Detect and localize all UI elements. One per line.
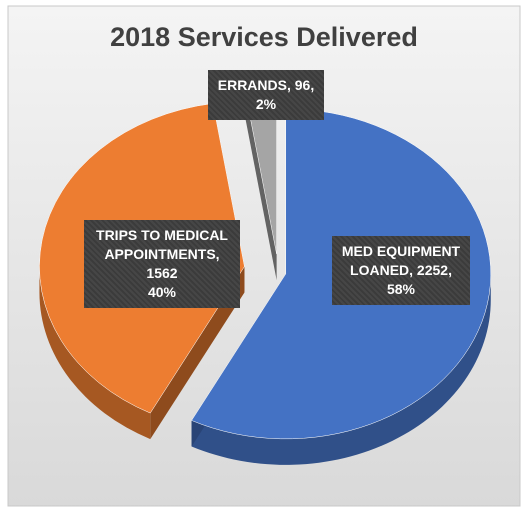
- label-percent: 40%: [147, 284, 177, 300]
- data-label: ERRANDS, 96, 2%: [208, 70, 324, 120]
- data-label: MED EQUIPMENT LOANED, 2252, 58%: [332, 236, 470, 305]
- slice-side: [191, 273, 491, 465]
- label-percent: 2%: [255, 96, 277, 112]
- label-category: TRIPS TO MEDICAL APPOINTMENTS,: [96, 227, 228, 262]
- label-category: MED EQUIPMENT LOANED,: [341, 243, 461, 278]
- label-category: ERRANDS,: [217, 77, 291, 93]
- chart-title: 2018 Services Delivered: [110, 22, 418, 52]
- label-percent: 58%: [386, 281, 416, 297]
- label-value: 2252,: [416, 262, 452, 278]
- label-value: 96,: [294, 77, 315, 93]
- label-value: 1562: [146, 265, 178, 281]
- data-label: TRIPS TO MEDICAL APPOINTMENTS, 1562 40%: [84, 220, 240, 308]
- slice-edge: [150, 266, 245, 440]
- slice-side: [39, 266, 151, 440]
- slice-edge: [245, 91, 277, 281]
